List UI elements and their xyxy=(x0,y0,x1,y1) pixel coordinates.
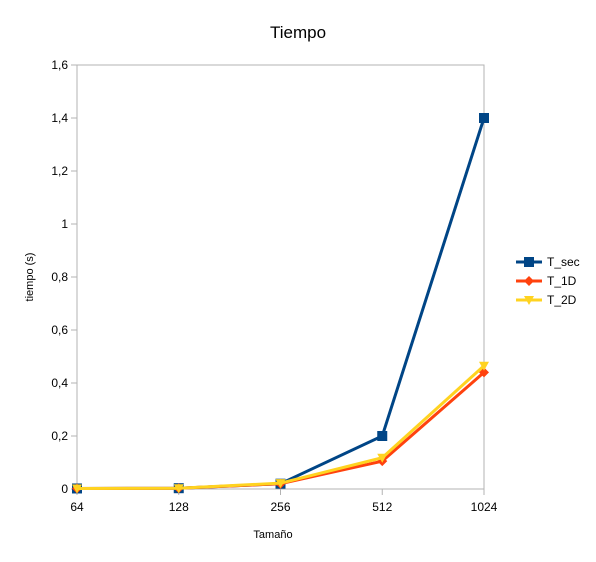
y-tick-label: 0 xyxy=(61,482,68,496)
legend-marker xyxy=(524,276,534,286)
data-point xyxy=(377,453,388,463)
x-axis-label: Tamaño xyxy=(253,529,292,541)
data-point xyxy=(72,484,82,494)
y-tick-label: 1,2 xyxy=(51,164,68,178)
data-point xyxy=(275,479,286,489)
series-T_1D xyxy=(72,367,489,494)
legend-item: T_sec xyxy=(516,255,580,269)
series-T_2D xyxy=(72,361,489,494)
data-point xyxy=(377,431,388,441)
y-tick-label: 0,4 xyxy=(51,376,68,390)
x-tick-label: 512 xyxy=(372,500,392,514)
y-axis-label: tiempo (s) xyxy=(24,253,36,302)
legend-item: T_1D xyxy=(516,274,577,288)
y-tick-label: 1,6 xyxy=(51,58,68,72)
legend-marker xyxy=(524,296,534,305)
legend-label: T_1D xyxy=(547,274,577,288)
series-line xyxy=(76,371,485,490)
y-tick-label: 0,6 xyxy=(51,323,68,337)
legend: T_sec T_1D T_2D xyxy=(516,255,580,307)
data-point xyxy=(173,484,184,494)
series-line xyxy=(76,117,486,490)
series-T_sec xyxy=(72,113,489,494)
y-tick-label: 0,2 xyxy=(51,429,68,443)
legend-marker xyxy=(524,257,534,267)
legend-label: T_sec xyxy=(547,255,580,269)
y-axis: 0 0,2 0,4 0,6 0,8 1 1,2 1,4 1,6 xyxy=(51,58,77,496)
y-tick-label: 1 xyxy=(61,217,68,231)
x-tick-label: 128 xyxy=(169,500,189,514)
x-tick-label: 64 xyxy=(70,500,84,514)
legend-item: T_2D xyxy=(516,293,577,307)
chart-title: Tiempo xyxy=(270,23,326,42)
legend-label: T_2D xyxy=(547,293,577,307)
x-tick-label: 1024 xyxy=(471,500,498,514)
y-tick-label: 0,8 xyxy=(51,270,68,284)
x-axis: 64 128 256 512 1024 xyxy=(70,489,498,514)
data-point xyxy=(479,361,489,371)
y-tick-label: 1,4 xyxy=(51,111,68,125)
x-tick-label: 256 xyxy=(270,500,290,514)
series-layer xyxy=(72,113,489,494)
data-point xyxy=(479,113,489,123)
